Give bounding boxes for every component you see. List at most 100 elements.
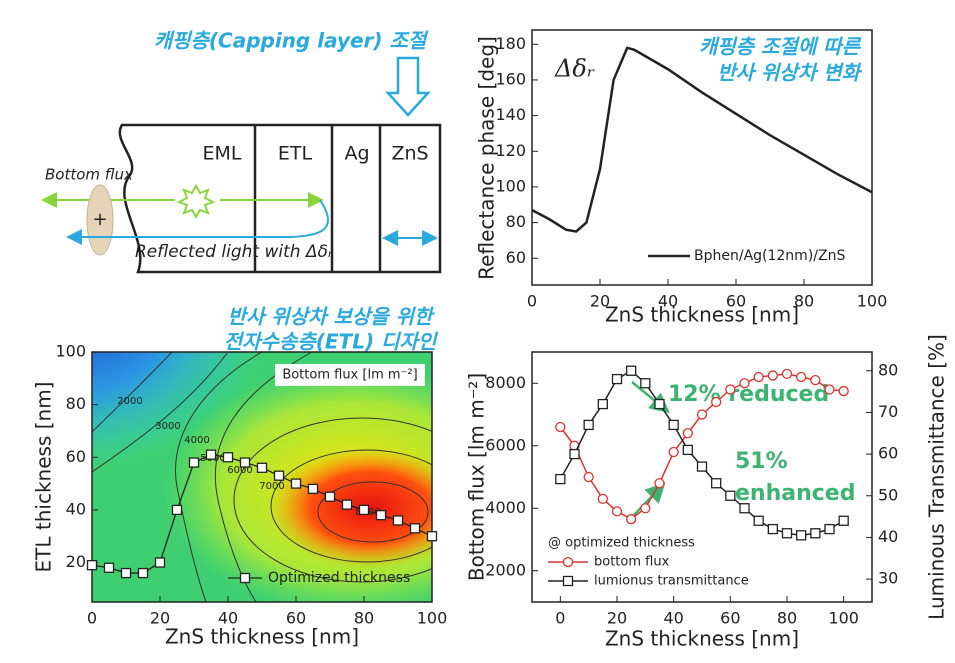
data-point [668, 446, 679, 458]
data-point [781, 528, 793, 539]
data-point [753, 515, 764, 526]
data-point [154, 557, 166, 568]
diagram-title: 캐핑층(Capping layer) 조절 [154, 29, 429, 53]
data-point [668, 419, 679, 431]
data-point [767, 523, 778, 535]
legend-label: lumionus transmittance [594, 574, 749, 589]
data-point [555, 421, 566, 433]
data-point [597, 398, 608, 410]
data-point [796, 530, 807, 541]
note: @ optimized thickness [548, 536, 695, 551]
contour-label: 2000 [117, 396, 142, 407]
x-tick-label: 20 [150, 609, 170, 628]
y-tick-label: 80 [66, 394, 86, 413]
data-point [375, 510, 387, 521]
data-point [682, 428, 693, 439]
y-axis-label: Bottom flux [lm m⁻²] [465, 373, 489, 581]
data-point [739, 503, 750, 514]
x-tick-label: 60 [726, 292, 746, 311]
data-point [86, 560, 98, 571]
data-point [611, 373, 623, 385]
contour-line [92, 352, 173, 433]
data-point [341, 499, 353, 510]
data-point [767, 370, 778, 381]
layer-stack [118, 123, 442, 274]
contour-line [270, 449, 432, 563]
bottom-flux-label: Bottom flux [45, 166, 133, 184]
y-tick-label: 160 [495, 69, 526, 88]
data-point [239, 457, 251, 468]
x-tick-label: 40 [663, 609, 683, 628]
y-tick-label: 80 [506, 212, 526, 231]
data-point [409, 523, 421, 534]
data-point [307, 483, 319, 494]
y-tick-label: 100 [55, 342, 86, 361]
data-point [824, 523, 835, 535]
x-tick-label: 60 [286, 609, 306, 628]
x-tick-label: 100 [857, 292, 888, 311]
annotation: 51% [735, 449, 788, 474]
x-tick-label: 20 [590, 292, 610, 311]
x-tick-label: 60 [720, 609, 740, 628]
y-tick-label: 20 [66, 552, 86, 571]
annotation: Δδᵣ [554, 55, 595, 83]
contour-label: 4000 [184, 435, 209, 446]
data-point [626, 514, 637, 525]
data-point [640, 378, 651, 389]
y2-tick-label: 50 [878, 485, 898, 504]
data-point [358, 504, 370, 516]
y-tick-label: 40 [66, 499, 86, 518]
data-point [611, 506, 623, 517]
layer-label: ETL [278, 143, 313, 165]
colorbar-label-box [275, 364, 425, 386]
chart-title: 전자수송층(ETL) 디자인 [224, 330, 439, 354]
legend-label: bottom flux [594, 555, 670, 570]
layer-label: EML [203, 143, 242, 165]
x-tick-label: 20 [607, 609, 627, 628]
data-point [725, 384, 736, 395]
y-tick-label: 140 [495, 105, 526, 124]
x-tick-label: 40 [218, 609, 238, 628]
legend-marker [562, 575, 574, 587]
annotation-arrow [633, 482, 666, 516]
data-point [626, 365, 637, 376]
data-point [137, 567, 149, 579]
data-point [120, 567, 132, 579]
x-tick-label: 0 [87, 609, 97, 628]
x-tick-label: 100 [417, 609, 448, 628]
y2-tick-label: 70 [878, 402, 898, 421]
data-point [103, 562, 115, 573]
contour-label: 6000 [227, 465, 252, 476]
contour-line [233, 417, 432, 583]
x-tick-label: 40 [658, 292, 678, 311]
data-point [810, 374, 821, 386]
contour-line [317, 481, 429, 543]
y2-tick-label: 40 [878, 527, 898, 546]
data-point [188, 457, 200, 468]
data-point [205, 449, 217, 460]
y-tick-label: 6000 [485, 435, 526, 454]
reflected-arrow [66, 199, 330, 245]
y2-tick-label: 80 [878, 360, 898, 379]
legend-marker [239, 572, 251, 584]
legend-marker [562, 556, 574, 568]
x-tick-label: 0 [555, 609, 565, 628]
y-tick-label: 2000 [485, 560, 526, 579]
data-point [781, 368, 793, 380]
data-point [711, 478, 722, 489]
data-point [810, 528, 821, 539]
data-point [838, 385, 849, 397]
contour-line [175, 352, 263, 602]
y-tick-label: 180 [495, 34, 526, 53]
data-point [753, 371, 764, 383]
series-line [531, 46, 873, 233]
chart-title: 반사 위상차 변화 [717, 61, 862, 85]
data-point [824, 384, 835, 395]
y-tick-label: 100 [495, 176, 526, 195]
y2-axis-label: Luminous Transmittance [%] [925, 334, 949, 620]
data-point [324, 491, 336, 502]
data-point [583, 471, 594, 483]
y-axis-label: ETL thickness [nm] [32, 382, 56, 573]
y-tick-label: 4000 [485, 498, 526, 517]
